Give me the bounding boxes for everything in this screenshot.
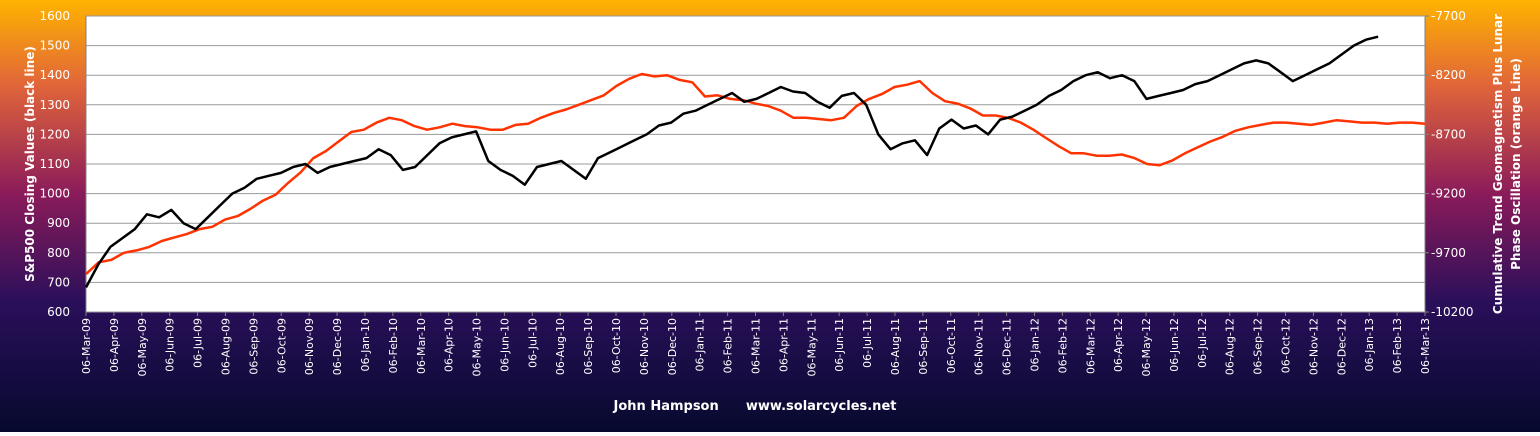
y-left-tick-label: 600 [47, 305, 70, 319]
x-tick-label: 06-Mar-13 [1419, 318, 1432, 374]
y-left-tick-label: 800 [47, 246, 70, 260]
y-left-tick-label: 1600 [39, 9, 70, 23]
x-tick-label: 06-Dec-09 [331, 318, 344, 375]
x-tick-label: 06-Aug-10 [554, 318, 567, 375]
x-tick-label: 06-Apr-09 [108, 318, 121, 372]
x-tick-label: 06-May-09 [136, 318, 149, 376]
x-tick-label: 06-Mar-11 [750, 318, 763, 374]
x-tick-label: 06-May-10 [471, 318, 484, 376]
x-tick-label: 06-Mar-09 [80, 318, 93, 374]
x-tick-label: 06-Jun-11 [833, 318, 846, 372]
series-line-black [84, 35, 1379, 288]
x-tick-label: 06-Dec-10 [666, 318, 679, 375]
x-tick-label: 06-Aug-12 [1224, 318, 1237, 375]
y-left-tick-label: 1400 [39, 68, 70, 82]
x-tick-label: 06-May-11 [805, 318, 818, 376]
x-tick-label: 06-Jun-09 [164, 318, 177, 372]
x-tick-label: 06-Jan-10 [359, 318, 372, 372]
y-left-tick-labels: 600 700 800 900 1000 1100 1200 1300 1400 1500 1600 [39, 9, 70, 319]
x-tick-label: 06-Oct-10 [610, 318, 623, 373]
y-right-tick-label: -10200 [1431, 305, 1474, 319]
x-tick-marks [85, 312, 1426, 316]
y-left-tick-label: 1000 [39, 187, 70, 201]
x-tick-label: 06-Aug-11 [889, 318, 902, 375]
x-tick-label: 06-Dec-11 [1001, 318, 1014, 375]
x-tick-label: 06-Jan-12 [1028, 318, 1041, 372]
x-tick-label: 06-Nov-12 [1307, 318, 1320, 375]
y-right-tick-label: -8700 [1431, 127, 1466, 141]
x-tick-label: 06-Sep-09 [247, 318, 260, 375]
x-tick-label: 06-Sep-11 [917, 318, 930, 375]
x-tick-label: 06-Jul-09 [192, 318, 205, 368]
chart-footer: John Hampson www.solarcycles.net [613, 399, 897, 414]
y-left-axis-title: S&P500 Closing Values (black line) [23, 46, 37, 282]
x-tick-label: 06-Nov-10 [638, 318, 651, 375]
y-left-tick-label: 1300 [39, 98, 70, 112]
y-left-tick-label: 700 [47, 275, 70, 289]
y-right-tick-label: -9200 [1431, 187, 1466, 201]
x-tick-label: 06-Apr-12 [1112, 318, 1125, 372]
y-right-tick-label: -9700 [1431, 246, 1466, 260]
x-tick-label: 06-Feb-13 [1391, 318, 1404, 373]
x-tick-label: 06-Sep-12 [1252, 318, 1265, 375]
y-right-tick-labels: -10200 -9700 -9200 -8700 -8200 -7700 [1425, 9, 1474, 319]
x-tick-label: 06-Mar-10 [415, 318, 428, 374]
x-tick-label: 06-Jun-12 [1168, 318, 1181, 372]
x-tick-labels: 06-Mar-09 06-Apr-09 06-May-09 06-Jun-09 06-J… [80, 318, 1432, 376]
y-left-tick-label: 900 [47, 216, 70, 230]
y-right-axis-title-line2: Phase Oscillation (orange Line) [1509, 58, 1523, 270]
x-tick-label: 06-Jan-11 [694, 318, 707, 372]
y-left-tick-label: 1200 [39, 127, 70, 141]
x-tick-label: 06-Jul-11 [861, 318, 874, 368]
x-tick-label: 06-Jun-10 [498, 318, 511, 372]
x-tick-label: 06-Dec-12 [1335, 318, 1348, 375]
x-tick-label: 06-Apr-11 [777, 318, 790, 372]
series-line-orange [85, 72, 1426, 276]
x-tick-label: 06-Nov-09 [303, 318, 316, 375]
x-tick-label: 06-Oct-11 [945, 318, 958, 373]
x-tick-label: 06-Jul-10 [526, 318, 539, 368]
y-left-tick-label: 1100 [39, 157, 70, 171]
x-tick-label: 06-May-12 [1140, 318, 1153, 376]
x-tick-label: 06-Feb-12 [1056, 318, 1069, 373]
x-tick-label: 06-Mar-12 [1084, 318, 1097, 374]
x-tick-label: 06-Oct-09 [275, 318, 288, 373]
y-right-axis-title-line1: Cumulative Trend Geomagnetism Plus Lunar [1491, 14, 1505, 314]
x-tick-label: 06-Jan-13 [1363, 318, 1376, 372]
y-right-tick-label: -7700 [1431, 9, 1466, 23]
series-layer [84, 35, 1426, 288]
x-tick-label: 06-Feb-11 [722, 318, 735, 373]
x-tick-label: 06-Feb-10 [387, 318, 400, 373]
y-left-tick-label: 1500 [39, 39, 70, 53]
x-tick-label: 06-Apr-10 [443, 318, 456, 372]
x-tick-label: 06-Oct-12 [1280, 318, 1293, 373]
y-right-tick-label: -8200 [1431, 68, 1466, 82]
x-tick-label: 06-Nov-11 [973, 318, 986, 375]
x-tick-label: 06-Sep-10 [582, 318, 595, 375]
x-tick-label: 06-Jul-12 [1196, 318, 1209, 368]
x-tick-label: 06-Aug-09 [219, 318, 232, 375]
